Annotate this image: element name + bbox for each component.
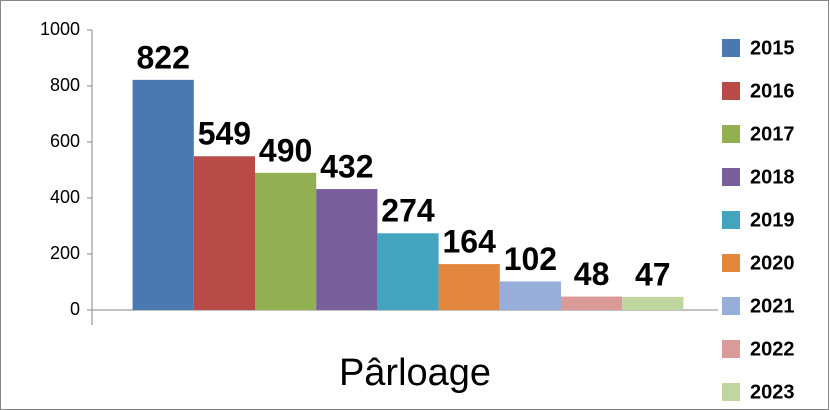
bar xyxy=(622,296,684,310)
data-label: 549 xyxy=(198,116,251,152)
data-label: 822 xyxy=(137,39,190,75)
y-tick-label: 400 xyxy=(50,187,80,207)
legend-swatch xyxy=(722,297,740,315)
legend-label: 2016 xyxy=(750,80,795,102)
y-tick-label: 600 xyxy=(50,131,80,151)
bar xyxy=(499,281,561,310)
legend-label: 2017 xyxy=(750,123,795,145)
legend-swatch xyxy=(722,340,740,358)
data-label: 164 xyxy=(443,224,497,260)
x-tick-label: Pârloage xyxy=(339,352,491,394)
data-label: 47 xyxy=(635,256,671,292)
data-label: 48 xyxy=(574,256,610,292)
legend-swatch xyxy=(722,125,740,143)
data-label: 490 xyxy=(259,132,312,168)
bar xyxy=(193,156,255,310)
legend-label: 2021 xyxy=(750,295,795,317)
y-tick-label: 0 xyxy=(70,299,80,319)
y-tick-label: 800 xyxy=(50,75,80,95)
bar xyxy=(316,189,378,310)
bar xyxy=(255,172,317,310)
legend-label: 2015 xyxy=(750,37,795,59)
legend-swatch xyxy=(722,211,740,229)
data-label: 274 xyxy=(381,193,435,229)
legend-label: 2023 xyxy=(750,381,795,403)
legend-label: 2018 xyxy=(750,166,795,188)
data-label: 432 xyxy=(320,148,373,184)
legend-swatch xyxy=(722,168,740,186)
legend-swatch xyxy=(722,254,740,272)
legend-label: 2022 xyxy=(750,338,795,360)
legend-swatch xyxy=(722,39,740,57)
bar xyxy=(132,79,194,310)
bar xyxy=(377,233,439,310)
legend-swatch xyxy=(722,383,740,401)
legend-swatch xyxy=(722,82,740,100)
legend-label: 2019 xyxy=(750,209,795,231)
data-label: 102 xyxy=(504,241,557,277)
y-tick-label: 200 xyxy=(50,243,80,263)
legend-label: 2020 xyxy=(750,252,795,274)
bar xyxy=(561,296,623,310)
bar xyxy=(438,264,500,310)
y-tick-label: 1000 xyxy=(40,19,80,39)
